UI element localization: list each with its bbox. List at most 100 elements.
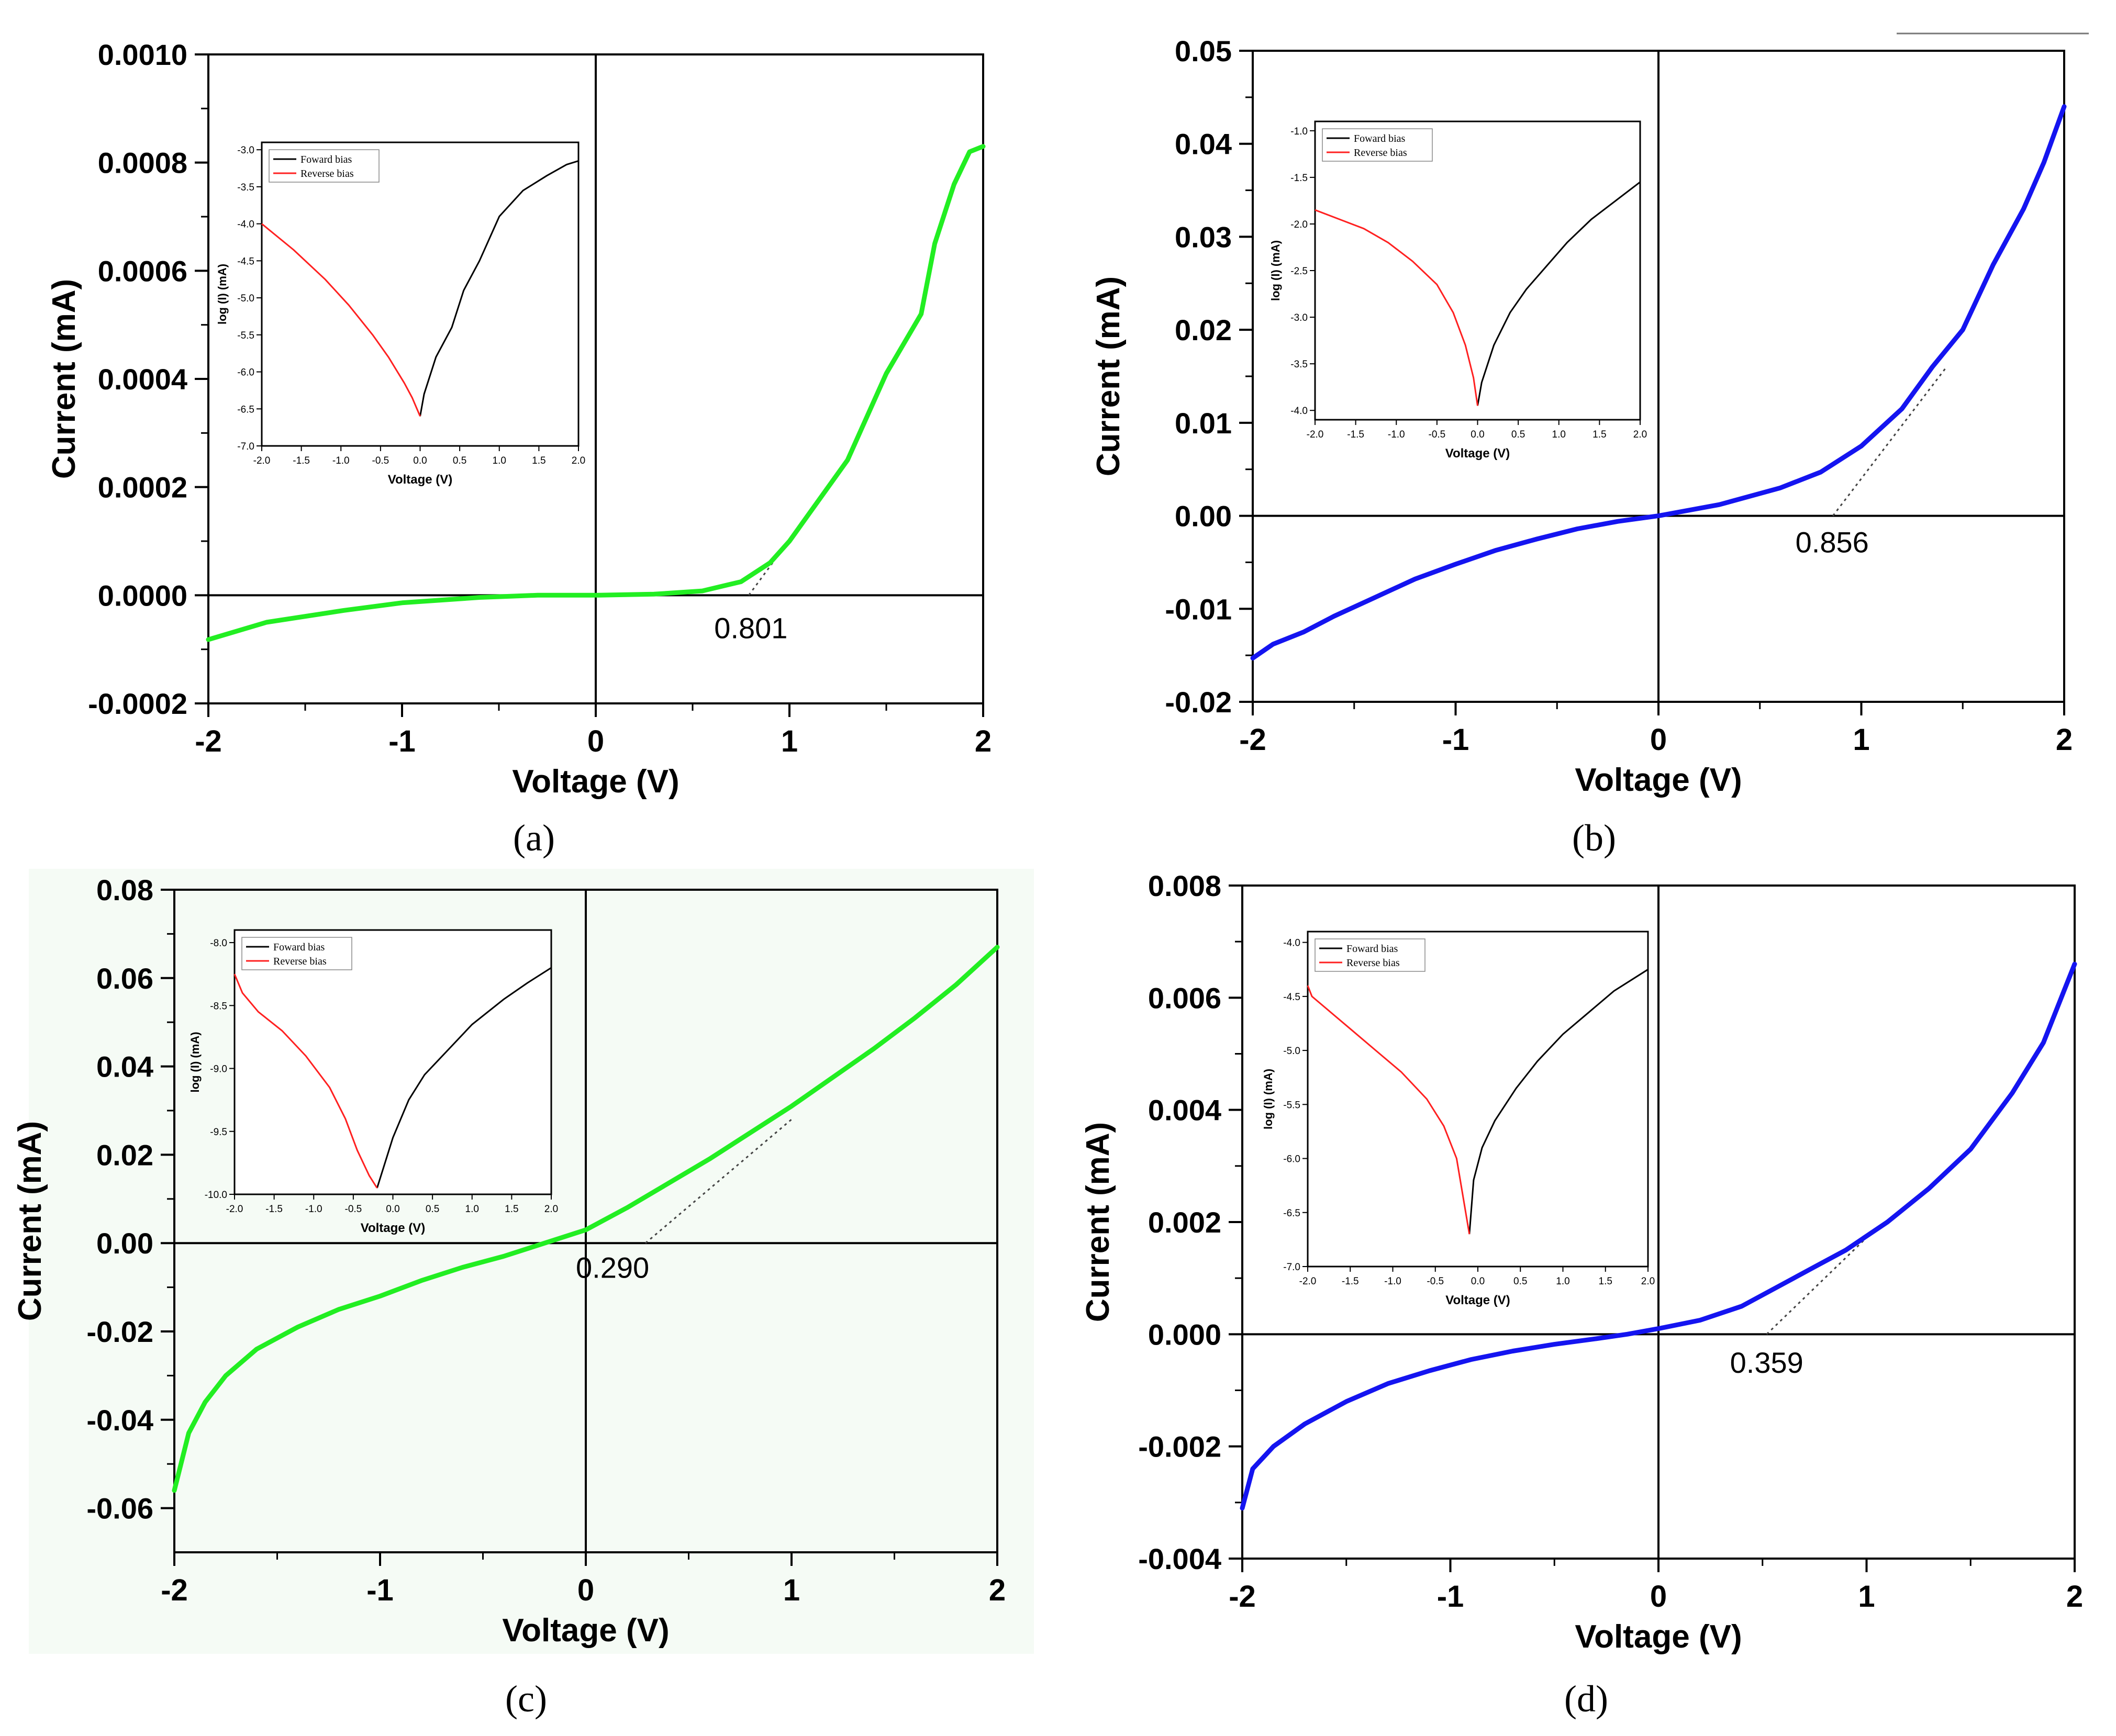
d-y-tick-label: 0.004	[1148, 1094, 1221, 1127]
b-inset-x-tick-label: 1.0	[1552, 429, 1566, 440]
b-inset-x-axis-label: Voltage (V)	[1445, 446, 1510, 461]
c-inset-y-tick-label: -8.5	[210, 1001, 227, 1012]
c-inset-legend-box	[241, 937, 352, 970]
panel-label-d: (d)	[1564, 1678, 1608, 1720]
b-inset-y-axis-label: log (I) (mA)	[1269, 240, 1282, 301]
d-inset-x-tick-label: 0.0	[1471, 1276, 1485, 1287]
panel-b-inset: -2.0 -1.5 -1.0 -0.5 0.0 0.5 1.0 1.5 2.0 -4.0 -3.5 -…	[1269, 120, 1647, 461]
b-y-tick-label: 0.01	[1175, 407, 1232, 440]
c-inset-x-tick-label: 1.0	[465, 1204, 479, 1215]
c-x-tick-label: 2	[989, 1573, 1006, 1607]
panel-c-plot: -2 -1 0 1 2 -0.06 -0.04 -0.02 0.00 0.02 0.04 0.06 0.…	[12, 873, 1006, 1649]
a-inset-y-tick-label: -5.0	[237, 293, 254, 304]
c-inset-x-tick-label: -1.0	[305, 1204, 322, 1215]
d-y-tick-label: -0.002	[1138, 1430, 1221, 1463]
a-inset-forward-curve	[419, 160, 579, 417]
d-inset-y-tick-label: -5.5	[1283, 1100, 1300, 1111]
b-inset-frame	[1314, 120, 1641, 421]
d-y-tick-label: -0.004	[1138, 1542, 1221, 1575]
b-y-tick-label: 0.05	[1175, 35, 1232, 68]
a-inset-x-tick-label: 1.5	[532, 455, 545, 466]
a-inset-reverse-curve	[261, 223, 421, 417]
c-x-tick-label: -1	[366, 1573, 394, 1607]
a-inset-x-tick-label: -1.5	[293, 455, 310, 466]
b-inset-y-tick-label: -2.0	[1290, 219, 1308, 230]
b-inset-y-tick-label: -3.0	[1290, 312, 1308, 323]
a-x-axis-label: Voltage (V)	[512, 764, 679, 800]
b-inset-y-tick-label: -4.0	[1290, 406, 1308, 417]
b-inset-x-tick-label: 0.0	[1471, 429, 1484, 440]
b-inset-y-tick-label: -2.5	[1290, 266, 1308, 277]
d-x-tick-label: -1	[1437, 1580, 1464, 1614]
b-inset-y-tick-label: -1.5	[1290, 173, 1308, 184]
b-legend-reverse-label: Reverse bias	[1354, 147, 1407, 159]
b-y-tick-label: -0.02	[1165, 686, 1232, 719]
panel-c: -2 -1 0 1 2 -0.06 -0.04 -0.02 0.00 0.02 0.04 0.06 0.…	[12, 873, 1006, 1720]
c-inset-x-tick-label: 0.0	[386, 1204, 399, 1215]
b-y-tick-label: 0.04	[1175, 128, 1232, 161]
c-inset-y-tick-label: -10.0	[205, 1190, 227, 1201]
b-y-tick-label: 0.02	[1175, 313, 1232, 346]
b-x-tick-label: 1	[1853, 723, 1869, 757]
panel-label-b: (b)	[1572, 817, 1616, 859]
c-inset-y-axis-label: log (I) (mA)	[188, 1032, 202, 1092]
c-inset-x-tick-label: -2.0	[226, 1204, 243, 1215]
c-inset-y-tick-label: -9.5	[210, 1127, 227, 1138]
b-inset-x-tick-label: 0.5	[1511, 429, 1525, 440]
c-inset-x-tick-label: -1.5	[265, 1204, 283, 1215]
d-legend-reverse-label: Reverse bias	[1346, 957, 1400, 969]
b-x-axis-label: Voltage (V)	[1575, 762, 1742, 798]
a-inset-y-tick-label: -3.0	[237, 145, 254, 156]
c-y-tick-label: 0.00	[96, 1227, 153, 1260]
c-y-tick-label: -0.06	[86, 1492, 153, 1525]
b-y-tick-label: 0.00	[1175, 500, 1232, 533]
d-inset-x-tick-label: 2.0	[1641, 1276, 1655, 1287]
b-inset-x-tick-label: -1.5	[1347, 429, 1364, 440]
panel-d-plot: -2 -1 0 1 2 -0.004 -0.002 0.000 0.002 0.004 0.006 0…	[1080, 869, 2083, 1655]
a-inset-x-tick-label: 2.0	[572, 455, 585, 466]
d-y-tick-label: 0.002	[1148, 1206, 1221, 1239]
panel-b: -2 -1 0 1 2 -0.02 -0.01 0.00 0.01 0.02 0.03 0.04 0.0…	[1090, 35, 2073, 859]
c-inset-y-tick-label: -9.0	[210, 1064, 227, 1075]
d-inset-x-tick-label: -2.0	[1299, 1276, 1317, 1287]
b-inset-x-tick-label: -1.0	[1388, 429, 1405, 440]
b-y-axis-label: Current (mA)	[1090, 276, 1127, 476]
d-inset-y-tick-label: -4.0	[1283, 938, 1300, 949]
a-inset-x-tick-label: -0.5	[372, 455, 389, 466]
a-inset-y-tick-label: -7.0	[237, 441, 254, 452]
a-inset-x-tick-label: -1.0	[332, 455, 350, 466]
c-inset-x-tick-label: -0.5	[345, 1204, 362, 1215]
a-y-tick-label: 0.0006	[98, 254, 187, 287]
b-x-tick-label: 2	[2056, 723, 2073, 757]
a-legend-forward-label: Foward bias	[300, 154, 352, 165]
d-legend-forward-label: Foward bias	[1346, 943, 1398, 955]
c-inset-x-tick-label: 1.5	[505, 1204, 518, 1215]
c-intercept-annotation: 0.290	[576, 1251, 649, 1284]
d-x-tick-label: -2	[1229, 1580, 1256, 1614]
c-tangent-line	[645, 1118, 792, 1244]
c-y-tick-label: -0.02	[86, 1315, 153, 1348]
a-inset-x-axis-label: Voltage (V)	[388, 473, 453, 487]
a-inset-y-tick-label: -6.5	[237, 404, 254, 415]
d-tangent-line	[1766, 1227, 1878, 1335]
c-inset-reverse-curve	[233, 973, 378, 1189]
d-inset-x-tick-label: 1.0	[1556, 1276, 1569, 1287]
d-inset-x-tick-label: 1.5	[1599, 1276, 1612, 1287]
a-iv-curve	[206, 144, 986, 642]
a-inset-y-tick-label: -4.0	[237, 219, 254, 230]
a-x-tick-label: -2	[195, 724, 222, 758]
c-inset-x-tick-label: 0.5	[426, 1204, 439, 1215]
panel-b-plot: -2 -1 0 1 2 -0.02 -0.01 0.00 0.01 0.02 0.03 0.04 0.0…	[1090, 35, 2073, 798]
c-x-tick-label: 1	[783, 1573, 800, 1607]
a-inset-legend-box	[269, 149, 380, 183]
a-x-tick-label: 0	[587, 724, 604, 758]
a-inset-x-tick-label: 0.0	[413, 455, 427, 466]
panel-label-c: (c)	[505, 1678, 547, 1720]
a-inset-y-axis-label: log (I) (mA)	[216, 264, 229, 324]
d-inset-y-tick-label: -6.5	[1283, 1208, 1300, 1219]
b-inset-x-tick-label: -2.0	[1307, 429, 1324, 440]
d-inset-reverse-curve	[1307, 985, 1471, 1235]
d-inset-y-tick-label: -6.0	[1283, 1154, 1300, 1165]
b-iv-curve	[1250, 104, 2067, 660]
